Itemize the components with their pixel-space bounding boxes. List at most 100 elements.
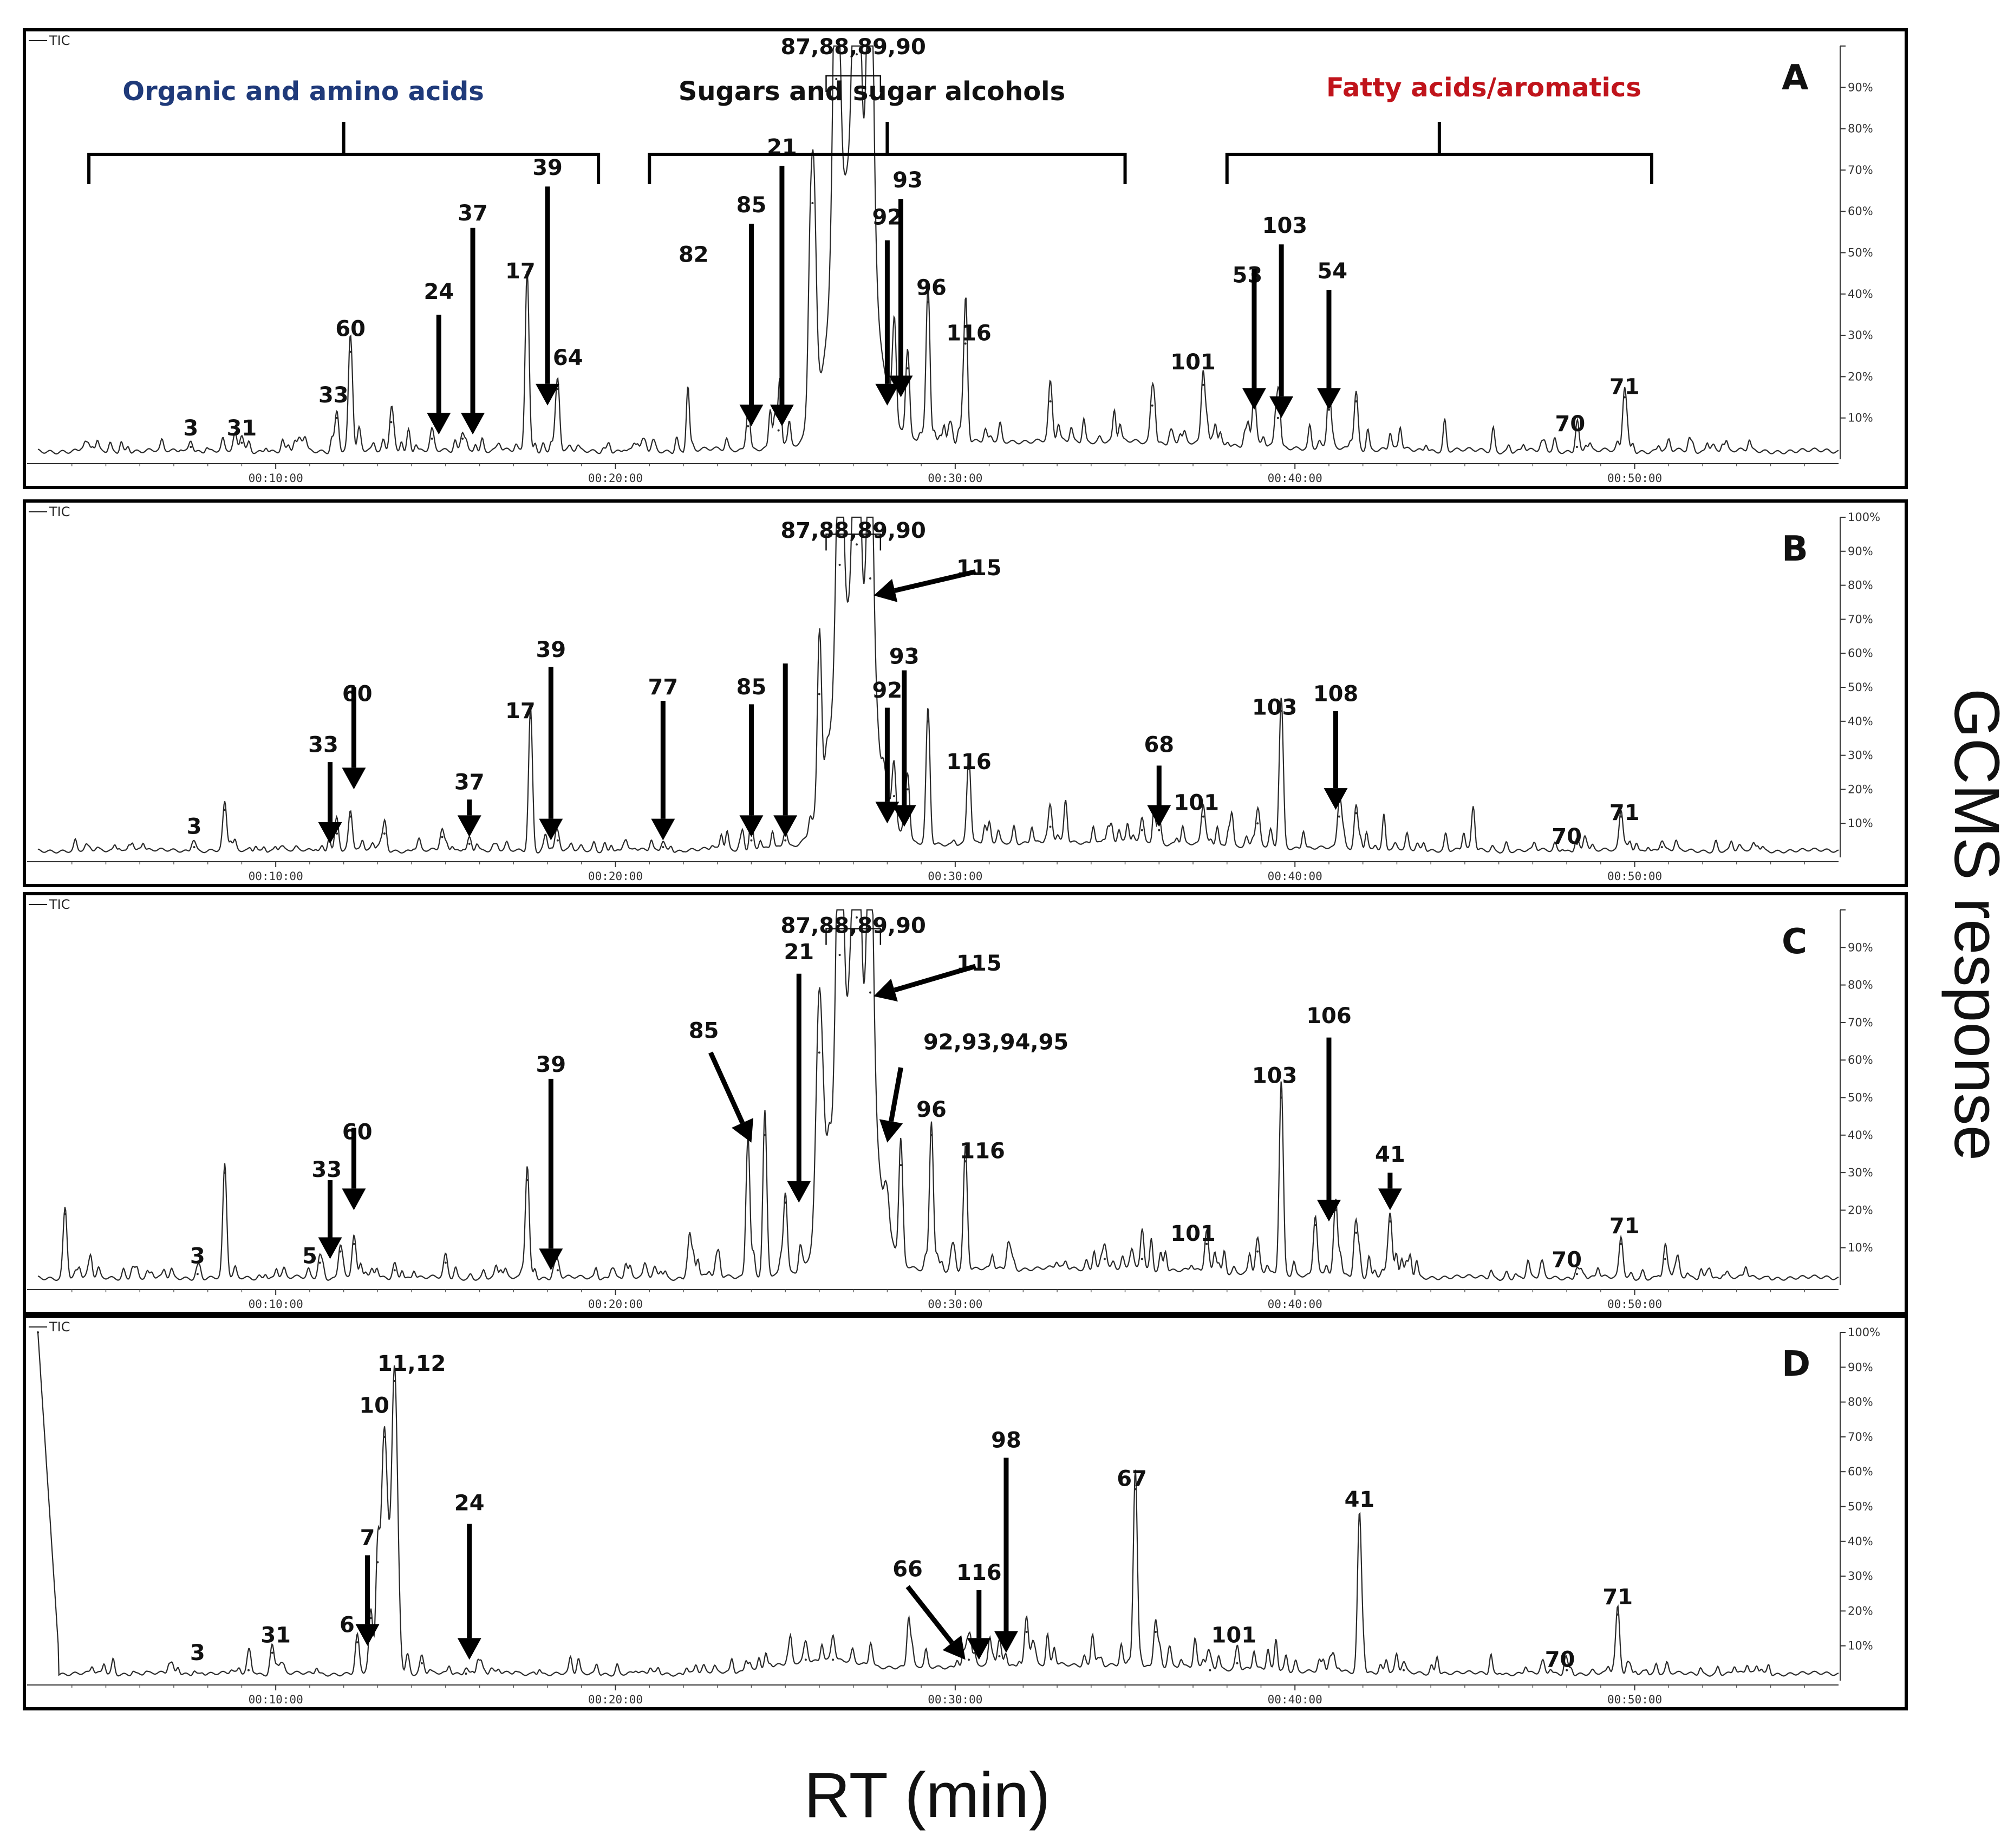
y-tick-label: 40% — [1848, 288, 1873, 301]
arrow-shaft — [894, 569, 976, 593]
group-bracket — [825, 928, 882, 945]
peak-point — [444, 1261, 447, 1264]
peak-point — [835, 78, 838, 81]
arrow-head — [879, 1119, 903, 1143]
peak-point — [964, 342, 967, 345]
peak-label: 68 — [1144, 733, 1174, 758]
peak-arrow — [457, 799, 481, 837]
peak-point — [196, 1273, 199, 1276]
peak-arrow — [875, 240, 900, 406]
y-tick-label: 100% — [1848, 511, 1880, 524]
arrow-head — [318, 1237, 342, 1259]
y-tick-label: 70% — [1848, 1430, 1873, 1443]
peak-point — [224, 809, 226, 811]
panel-frame — [23, 892, 1908, 1315]
peak-point — [967, 1658, 970, 1661]
peak-arrow — [1269, 244, 1294, 418]
peak-arrow — [355, 1555, 380, 1646]
panel-frame — [23, 28, 1908, 489]
peak-label: 39 — [536, 1052, 566, 1077]
arrow-head — [874, 978, 898, 1002]
peak-point — [240, 441, 243, 444]
arrow-head — [1147, 805, 1171, 827]
tic-label: TIC — [49, 504, 70, 519]
y-tick-label: 90% — [1848, 545, 1873, 558]
peak-arrow — [1378, 1173, 1402, 1211]
peak-point — [1202, 383, 1204, 386]
peak-point — [441, 836, 444, 838]
arrow-head — [342, 1188, 366, 1211]
peak-point — [1134, 1488, 1137, 1491]
y-tick-label: 60% — [1848, 205, 1873, 218]
x-tick-label: 00:50:00 — [1607, 472, 1662, 485]
x-tick-label: 00:10:00 — [249, 472, 303, 485]
x-tick-label: 00:10:00 — [249, 1693, 303, 1706]
arrow-shaft — [708, 1051, 745, 1124]
tic-trace — [37, 909, 1839, 1281]
x-tick-label: 00:40:00 — [1268, 1693, 1322, 1706]
peak-label: 101 — [1170, 350, 1216, 375]
peak-label: 93 — [892, 168, 923, 193]
peak-label: 87,88,89,90 — [781, 35, 926, 60]
peak-label: 77 — [648, 675, 679, 700]
arrow-head — [457, 1638, 481, 1660]
y-tick-label: 20% — [1848, 1604, 1873, 1617]
peak-label: 39 — [532, 155, 563, 180]
y-tick-label: 20% — [1848, 783, 1873, 796]
peak-point — [461, 437, 464, 440]
x-tick-label: 00:10:00 — [249, 1298, 303, 1311]
peak-label: 82 — [679, 242, 709, 267]
peak-label: 92 — [872, 205, 903, 230]
peak-point — [838, 563, 841, 566]
peak-point — [393, 1269, 396, 1272]
y-tick-label: 90% — [1848, 941, 1873, 954]
peak-arrow — [1242, 269, 1266, 410]
y-tick-label: 70% — [1848, 613, 1873, 626]
tic-label: TIC — [49, 1319, 70, 1335]
peak-point — [556, 388, 559, 391]
peak-point — [1566, 1669, 1568, 1671]
peak-point — [784, 1201, 787, 1204]
peak-point — [750, 839, 753, 842]
peak-point — [1140, 829, 1143, 831]
peak-label: 71 — [1602, 1585, 1633, 1610]
region-label: Sugars and sugar alcohols — [679, 76, 1065, 107]
peak-point — [1389, 1220, 1391, 1223]
x-tick-label: 00:20:00 — [588, 870, 643, 883]
peak-label: 33 — [308, 733, 338, 758]
peak-arrow — [1316, 290, 1341, 410]
peak-point — [339, 1250, 342, 1253]
y-tick-label: 20% — [1848, 1203, 1873, 1216]
peak-point — [1620, 815, 1622, 818]
arrow-head — [1316, 388, 1341, 410]
peak-point — [964, 1160, 967, 1163]
y-tick-label: 80% — [1848, 122, 1873, 135]
peak-label: 85 — [736, 193, 767, 218]
arrow-head — [889, 375, 913, 398]
peak-arrow — [905, 1585, 966, 1660]
peak-point — [1140, 1258, 1143, 1260]
bracket-line — [87, 122, 601, 184]
peak-label: 87,88,89,90 — [781, 914, 926, 939]
x-tick-label: 00:30:00 — [928, 1693, 982, 1706]
arrow-head — [994, 1631, 1018, 1653]
peak-point — [1575, 446, 1578, 448]
peak-point — [1402, 1669, 1405, 1671]
arrow-head — [875, 802, 900, 824]
y-tick-label: 10% — [1848, 1639, 1873, 1652]
peak-label: 3 — [183, 416, 198, 441]
x-tick-label: 00:20:00 — [588, 1693, 643, 1706]
peak-label: 71 — [1609, 1214, 1640, 1239]
peak-label: 116 — [956, 1560, 1002, 1585]
peak-point — [465, 1673, 467, 1675]
peak-point — [1620, 1242, 1622, 1245]
panel-letter: C — [1782, 922, 1807, 962]
panel-b: TIC 10% 20% 30% 40% 50% 60% 70% 80% 90% 100% 00:10:… — [23, 499, 1908, 887]
arrow-head — [1269, 396, 1294, 418]
peak-point — [764, 1134, 766, 1136]
peak-point — [1256, 1250, 1259, 1253]
peak-point — [247, 1669, 250, 1671]
peak-label: 67 — [1117, 1466, 1147, 1491]
peak-point — [927, 720, 929, 723]
peak-label: 10 — [359, 1393, 389, 1418]
